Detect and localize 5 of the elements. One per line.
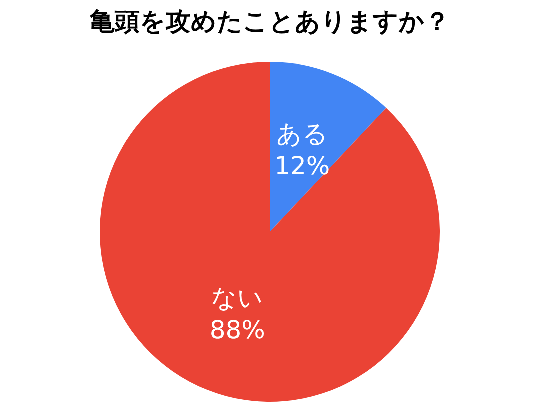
chart-title: 亀頭を攻めたことありますか？ (89, 7, 450, 36)
data-label: 88% (210, 315, 266, 344)
slice-label: ある (276, 120, 328, 149)
slice-label: ない (212, 283, 264, 312)
data-label: 12% (274, 152, 330, 181)
